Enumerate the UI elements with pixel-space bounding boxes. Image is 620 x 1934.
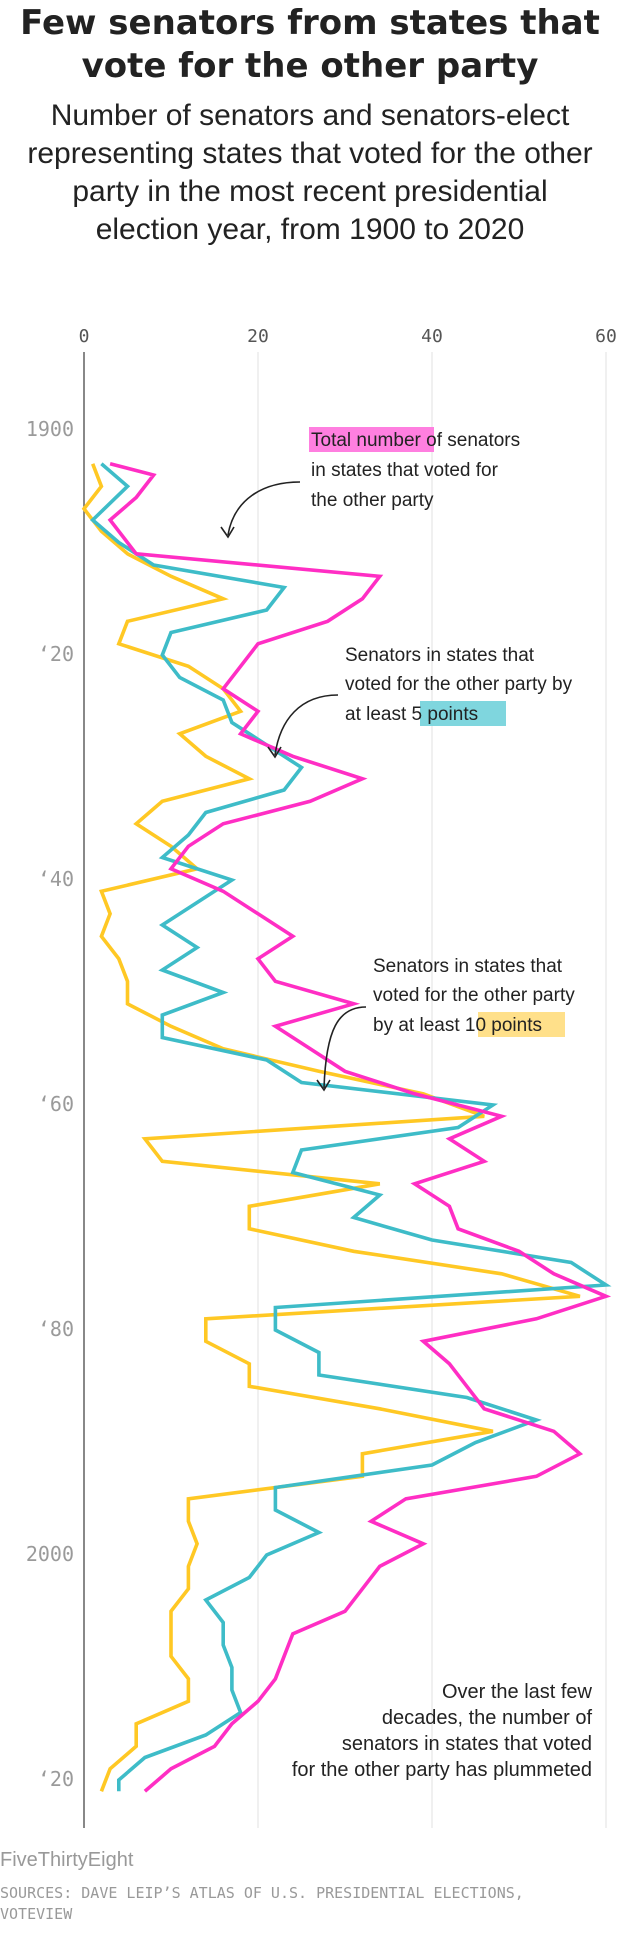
annotation-5pt-line3: at least 5 points <box>345 704 478 725</box>
y-tick-label: ‘40 <box>38 867 74 891</box>
annotation-10pt-highlight: 10 points <box>465 1015 542 1036</box>
annotation-10pt: Senators in states that voted for the ot… <box>316 956 575 1092</box>
series-line-0 <box>107 462 612 1793</box>
annotation-plummeted-line2: decades, the number of <box>382 1707 593 1729</box>
annotation-5pt-prefix: at least <box>345 704 412 725</box>
y-tick-label: ‘20 <box>38 642 74 666</box>
annotation-plummeted-line4: for the other party has plummeted <box>292 1759 592 1781</box>
annotation-total-highlight: Total number <box>311 430 422 451</box>
annotation-5pt-highlight: 5 points <box>412 704 479 725</box>
y-tick-label: ‘20 <box>38 1767 74 1791</box>
highlight-10pt-bg <box>478 1012 565 1037</box>
y-tick-label: 2000 <box>26 1542 74 1566</box>
highlight-total-bg <box>309 427 434 452</box>
y-axis-ticks: 1900 ‘20 ‘40 ‘60 ‘80 2000 ‘20 <box>26 417 74 1791</box>
annotation-5pt: Senators in states that voted for the ot… <box>267 645 573 759</box>
chart-subtitle: Number of senators and senators-elect re… <box>27 99 593 246</box>
annotation-10pt-line3: by at least 10 points <box>373 1015 542 1036</box>
annotation-plummeted-line3: senators in states that voted <box>342 1733 592 1755</box>
y-tick-label: ‘80 <box>38 1317 74 1341</box>
annotation-total-line3: the other party <box>311 490 434 511</box>
series-line-2 <box>81 463 581 1792</box>
annotation-10pt-arrowhead <box>316 1079 331 1092</box>
series-line-1 <box>90 462 612 1792</box>
y-tick-label: ‘60 <box>38 1092 74 1116</box>
annotation-10pt-line2: voted for the other party <box>373 985 575 1006</box>
x-tick-label: 20 <box>247 326 269 347</box>
annotation-total-arrowhead <box>220 526 235 539</box>
annotation-total-rest: of senators <box>421 430 520 451</box>
chart-title: Few senators from states that vote for t… <box>20 3 600 86</box>
highlight-5pt-bg <box>420 701 506 726</box>
annotation-total-line1: Total number of senators <box>311 430 520 451</box>
footer-brand: FiveThirtyEight <box>0 1849 134 1871</box>
annotation-5pt-arrow <box>274 694 339 756</box>
annotation-plummeted: Over the last few decades, the number of… <box>292 1681 593 1781</box>
x-tick-label: 40 <box>421 326 443 347</box>
y-tick-label: 1900 <box>26 417 74 441</box>
annotation-10pt-prefix: by at least <box>373 1015 465 1036</box>
x-tick-label: 0 <box>79 326 90 347</box>
annotation-10pt-arrow <box>323 1006 367 1089</box>
annotation-5pt-line2: voted for the other party by <box>345 674 573 695</box>
annotation-plummeted-line1: Over the last few <box>442 1681 593 1703</box>
footer-sources: SOURCES: DAVE LEIP’S ATLAS OF U.S. PRESI… <box>0 1884 524 1923</box>
x-axis-ticks: 0 20 40 60 <box>79 326 617 347</box>
annotation-10pt-line1: Senators in states that <box>373 956 563 977</box>
annotation-5pt-arrowhead <box>267 746 282 759</box>
annotation-total-arrow <box>227 481 301 536</box>
annotation-total-line2: in states that voted for <box>311 460 499 481</box>
series-lines <box>81 462 612 1793</box>
x-tick-label: 60 <box>595 326 617 347</box>
gridlines <box>83 352 607 1828</box>
annotation-total: Total number of senators in states that … <box>220 427 520 539</box>
annotation-5pt-line1: Senators in states that <box>345 645 535 666</box>
